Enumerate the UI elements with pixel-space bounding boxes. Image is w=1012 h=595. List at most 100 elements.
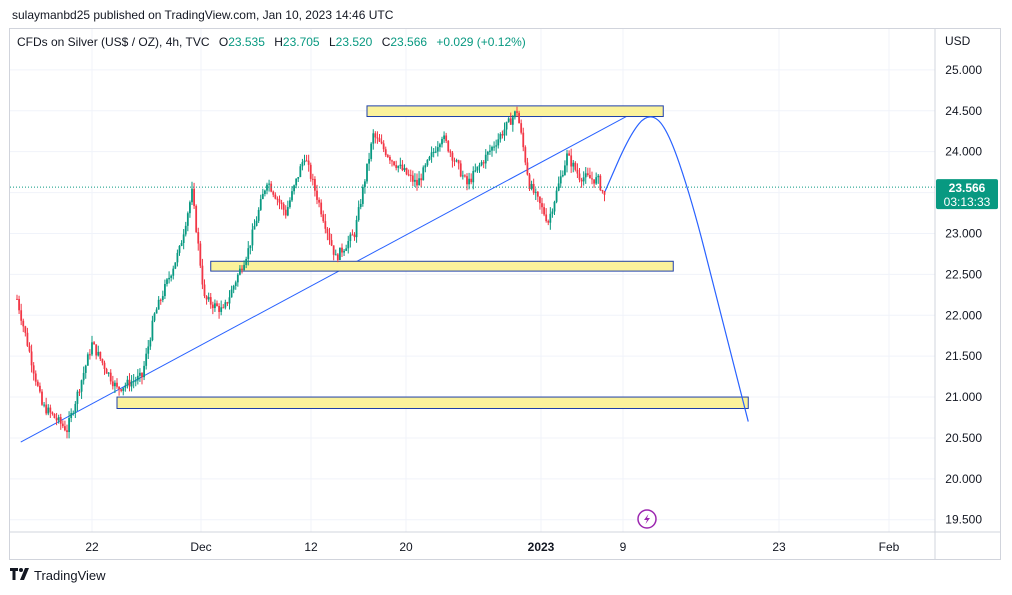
tradingview-logo[interactable]: TradingView — [10, 568, 106, 583]
candle-body — [480, 162, 483, 166]
candle-body — [20, 310, 23, 321]
y-tick-label: 24.500 — [945, 104, 982, 118]
candle-body — [128, 379, 131, 387]
y-tick-label: 20.000 — [945, 472, 982, 486]
candle-body — [22, 320, 25, 327]
candle-body — [382, 143, 385, 150]
candle-body — [574, 162, 577, 170]
candle-body — [520, 123, 523, 133]
candle-body — [197, 232, 200, 244]
candle-body — [184, 225, 187, 235]
candle-body — [195, 205, 198, 233]
candle-body — [582, 177, 585, 182]
candle-body — [426, 159, 429, 166]
chart-frame[interactable]: USD 25.00024.50024.00023.50023.00022.500… — [9, 28, 1001, 560]
candle-body — [584, 173, 587, 178]
candle-body — [511, 117, 514, 125]
candle-body — [530, 183, 533, 190]
candle-body — [82, 372, 85, 381]
close-label: C — [381, 35, 391, 49]
candle-body — [351, 234, 354, 236]
candle-body — [353, 234, 356, 238]
candle-body — [301, 162, 304, 167]
candle-body — [543, 207, 545, 215]
candle-body — [136, 375, 139, 381]
candle-body — [161, 296, 164, 300]
candle-body — [103, 362, 106, 370]
candle-body — [286, 207, 289, 216]
candle-body — [176, 252, 179, 263]
y-tick-label: 19.500 — [945, 513, 982, 527]
candle-body — [282, 204, 285, 210]
candle-body — [236, 274, 239, 283]
candle-body — [486, 151, 489, 155]
candle-body — [105, 369, 108, 374]
candle-body — [345, 248, 348, 251]
candle-body — [545, 214, 548, 222]
candle-body — [289, 200, 291, 208]
candle-body — [95, 344, 98, 356]
candle-body — [570, 155, 573, 167]
y-tick-label: 21.000 — [945, 390, 982, 404]
high-value: 23.705 — [282, 35, 320, 49]
candle-body — [84, 365, 87, 373]
candle-body — [64, 426, 66, 431]
candle-body — [314, 179, 316, 191]
publisher-caption: sulaymanbd25 published on TradingView.co… — [12, 8, 394, 22]
candle-body — [551, 211, 554, 214]
candle-body — [126, 379, 129, 386]
candle-body — [120, 389, 123, 391]
candle-body — [424, 165, 427, 168]
candle-body — [97, 351, 100, 356]
candle-body — [55, 417, 58, 421]
candle-body — [386, 155, 389, 157]
candle-body — [93, 342, 95, 345]
candle-body — [143, 365, 145, 378]
candle-body — [449, 151, 452, 153]
candle-body — [216, 303, 218, 307]
candle-body — [478, 165, 481, 167]
candle-body — [409, 174, 412, 176]
candle-body — [278, 199, 281, 203]
candle-body — [522, 132, 525, 148]
price-chart[interactable]: USD 25.00024.50024.00023.50023.00022.500… — [10, 29, 1000, 559]
candle-body — [41, 391, 43, 405]
projection-curve — [603, 116, 749, 422]
candle-body — [247, 248, 250, 259]
candle-body — [193, 188, 195, 206]
candle-body — [516, 111, 518, 113]
candle-body — [114, 382, 116, 387]
candle-body — [166, 279, 168, 284]
lightning-icon[interactable] — [637, 509, 657, 529]
candle-body — [541, 203, 543, 208]
candle-body — [284, 209, 287, 216]
candle-body — [307, 160, 310, 165]
candle-body — [568, 153, 570, 156]
candle-body — [572, 162, 575, 167]
low-label: L — [328, 35, 336, 49]
candle-body — [109, 372, 112, 382]
candle-body — [322, 214, 325, 222]
candle-body — [53, 413, 56, 418]
candle-body — [318, 199, 320, 203]
candle-body — [59, 417, 62, 424]
candle-body — [339, 247, 341, 261]
candle-body — [16, 298, 18, 300]
candle-body — [472, 170, 475, 183]
candle-body — [132, 381, 135, 383]
candle-body — [330, 240, 333, 246]
candle-body — [566, 153, 568, 166]
candle-body — [432, 151, 435, 153]
candle-body — [107, 372, 110, 374]
candle-body — [201, 265, 204, 285]
candle-body — [157, 299, 160, 310]
candle-body — [399, 164, 402, 166]
candle-body — [484, 154, 487, 164]
candle-body — [416, 179, 418, 186]
candle-body — [218, 306, 220, 312]
high-label: H — [274, 35, 283, 49]
candle-body — [578, 173, 581, 180]
candle-body — [145, 353, 148, 366]
candle-body — [251, 229, 254, 246]
price-tag-price: 23.566 — [949, 181, 986, 195]
